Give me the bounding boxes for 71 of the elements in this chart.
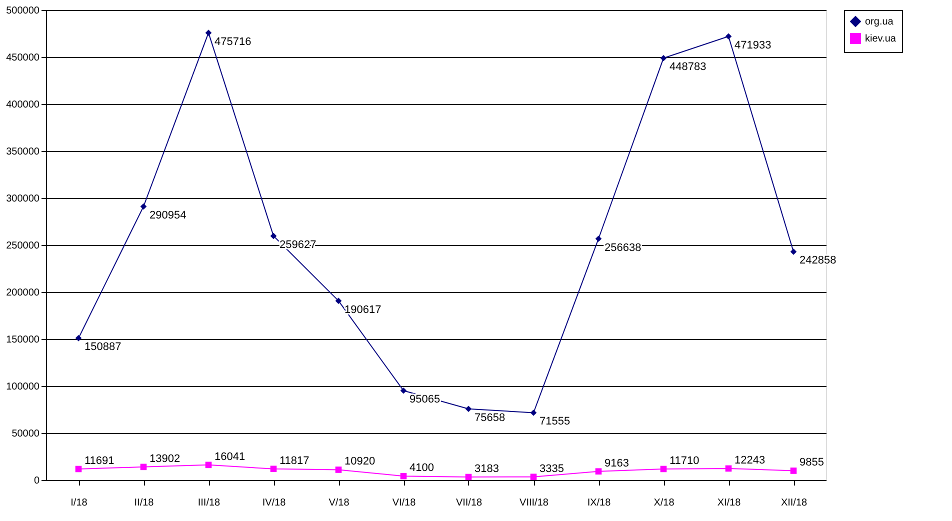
data-label: 11691 — [84, 455, 114, 468]
data-label: 75658 — [474, 412, 506, 424]
y-tick-label: 50000 — [12, 428, 40, 440]
point — [530, 474, 537, 480]
point — [660, 54, 667, 62]
point — [725, 33, 732, 40]
data-label: 95065 — [410, 394, 440, 406]
point — [270, 232, 277, 240]
y-tick-label: 300000 — [6, 194, 40, 204]
y-tick-label: 250000 — [6, 240, 40, 252]
x-tick-label: X/18 — [654, 498, 675, 508]
point — [205, 462, 212, 468]
data-label: 4100 — [410, 462, 434, 474]
data-label: 242858 — [800, 254, 836, 267]
point — [270, 466, 277, 472]
point — [335, 298, 342, 304]
y-tick-label: 500000 — [6, 6, 40, 16]
x-tick-label: IX/18 — [587, 498, 612, 508]
data-label: 190617 — [344, 304, 382, 316]
point — [725, 465, 732, 472]
x-tick-label: II/18 — [134, 498, 154, 508]
x-tick-label: VII/18 — [456, 498, 482, 508]
y-tick-label: 450000 — [6, 52, 40, 64]
point — [465, 474, 472, 480]
point — [465, 406, 472, 412]
x-tick-label: IV/18 — [262, 498, 286, 508]
point — [595, 236, 602, 242]
data-label: 71555 — [540, 416, 570, 428]
point — [530, 410, 537, 416]
point — [400, 472, 407, 480]
data-label: 11817 — [280, 454, 310, 467]
x-tick-label: I/18 — [70, 498, 88, 508]
y-tick-label: 100000 — [6, 382, 40, 392]
data-label: 448783 — [670, 61, 706, 74]
legend-label: kiev.ua — [865, 34, 896, 44]
data-label: 475716 — [214, 36, 252, 48]
point — [660, 466, 667, 472]
point — [205, 30, 212, 36]
data-label: 3335 — [540, 462, 564, 475]
x-tick-label: III/18 — [198, 498, 221, 508]
data-label: 3183 — [474, 463, 499, 476]
y-tick-label: 150000 — [6, 334, 40, 346]
x-tick-label: XII/18 — [780, 498, 808, 508]
point — [75, 335, 82, 342]
x-tick-label: V/18 — [328, 498, 350, 508]
data-label: 9855 — [800, 456, 824, 469]
data-label: 471933 — [734, 39, 772, 52]
y-tick-label: 0 — [34, 476, 40, 486]
data-label: 10920 — [344, 456, 376, 468]
data-label: 11710 — [670, 454, 700, 467]
data-label: 150887 — [84, 341, 122, 354]
x-tick-label: XI/18 — [717, 498, 742, 508]
data-label: 290954 — [150, 210, 186, 222]
point — [595, 468, 602, 475]
point — [140, 203, 147, 210]
point — [400, 387, 407, 394]
x-tick-label: VI/18 — [392, 498, 416, 508]
data-label: 16041 — [214, 450, 246, 463]
point — [790, 468, 797, 474]
x-tick-label: VIII/18 — [520, 498, 549, 508]
y-tick-label: 400000 — [6, 100, 40, 110]
point — [335, 466, 342, 473]
point — [75, 466, 82, 472]
data-label: 9163 — [604, 457, 629, 470]
y-tick-label: 350000 — [6, 146, 40, 158]
data-label: 12243 — [734, 454, 766, 466]
point — [140, 464, 147, 470]
y-tick-label: 200000 — [6, 288, 40, 298]
data-label: 13902 — [150, 452, 180, 465]
point — [790, 248, 797, 255]
legend-label: org.ua — [865, 16, 894, 28]
